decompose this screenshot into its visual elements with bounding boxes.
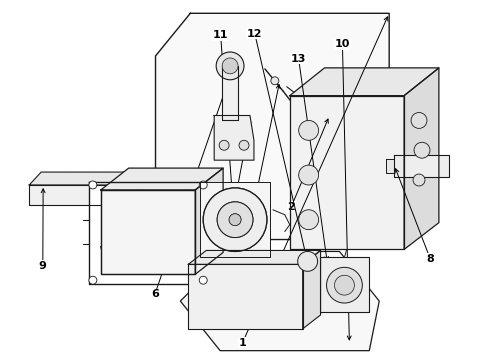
Circle shape <box>326 267 362 303</box>
Text: 1: 1 <box>239 338 246 347</box>
Polygon shape <box>29 185 116 205</box>
Polygon shape <box>180 251 379 351</box>
Circle shape <box>217 202 253 238</box>
Polygon shape <box>214 116 254 160</box>
Polygon shape <box>386 159 394 173</box>
Circle shape <box>413 174 425 186</box>
Polygon shape <box>101 168 223 190</box>
Polygon shape <box>196 168 223 274</box>
Polygon shape <box>155 13 389 239</box>
Circle shape <box>299 210 318 230</box>
Circle shape <box>89 181 97 189</box>
Polygon shape <box>89 182 207 284</box>
Text: 3: 3 <box>131 177 139 187</box>
Text: 11: 11 <box>213 30 228 40</box>
Polygon shape <box>200 182 270 257</box>
Polygon shape <box>319 257 369 312</box>
Text: 9: 9 <box>39 261 47 271</box>
Circle shape <box>89 276 97 284</box>
Polygon shape <box>188 251 320 264</box>
Circle shape <box>299 121 318 140</box>
Polygon shape <box>303 251 320 329</box>
Polygon shape <box>188 264 303 329</box>
Circle shape <box>271 77 279 85</box>
Text: 7: 7 <box>231 289 239 299</box>
Polygon shape <box>222 66 238 121</box>
Polygon shape <box>116 172 128 205</box>
Circle shape <box>216 52 244 80</box>
Circle shape <box>203 188 267 251</box>
Circle shape <box>335 275 354 295</box>
Circle shape <box>199 181 207 189</box>
Circle shape <box>229 214 241 226</box>
Circle shape <box>222 58 238 74</box>
Circle shape <box>299 165 318 185</box>
Circle shape <box>411 113 427 129</box>
Circle shape <box>414 142 430 158</box>
Text: 12: 12 <box>247 28 263 39</box>
Text: 13: 13 <box>291 54 306 64</box>
Polygon shape <box>404 68 439 249</box>
Text: 8: 8 <box>426 253 434 264</box>
Text: 10: 10 <box>335 39 350 49</box>
Circle shape <box>229 214 241 226</box>
Polygon shape <box>29 172 128 185</box>
Polygon shape <box>290 68 439 96</box>
Text: 6: 6 <box>151 289 159 299</box>
Circle shape <box>298 251 318 271</box>
Circle shape <box>239 140 249 150</box>
Text: 2: 2 <box>288 202 295 212</box>
Circle shape <box>217 202 253 238</box>
Polygon shape <box>290 96 404 249</box>
Polygon shape <box>101 190 196 274</box>
Text: 5: 5 <box>102 225 110 235</box>
Circle shape <box>203 188 267 251</box>
Polygon shape <box>394 155 449 177</box>
Polygon shape <box>101 190 196 274</box>
Text: 4: 4 <box>241 143 249 153</box>
Circle shape <box>219 140 229 150</box>
Circle shape <box>199 276 207 284</box>
